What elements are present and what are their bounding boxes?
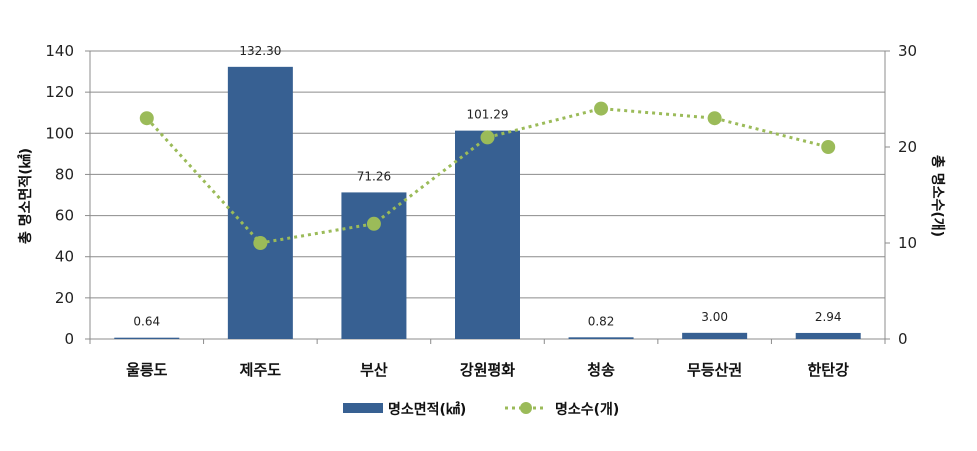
legend-line-marker: [520, 402, 532, 414]
y2-tick-label: 10: [898, 234, 917, 252]
bar-data-label: 101.29: [467, 108, 509, 122]
y2-tick-label: 20: [898, 138, 917, 156]
line-point: [480, 130, 495, 145]
y-tick-label: 80: [55, 165, 74, 183]
line-point: [821, 140, 836, 154]
y2-axis-title: 총 명소수(개): [929, 155, 946, 237]
axes: 0 20 40 60 80 100 120 140 0 10 20 30 울릉도 제주도 부산 강원평화 청송 무…: [45, 42, 917, 379]
bar: [795, 332, 861, 339]
y2-tick-label: 0: [898, 330, 908, 348]
bar: [341, 192, 407, 339]
line-point: [707, 111, 722, 126]
y-tick-label: 100: [45, 124, 74, 142]
y-axis-title: 총 명소면적(㎢): [17, 148, 34, 244]
bar: [114, 337, 180, 339]
y-tick-label: 120: [45, 83, 74, 101]
line-point: [366, 216, 381, 231]
bar-data-label: 132.30: [239, 44, 281, 58]
bar-data-label: 0.82: [588, 314, 615, 328]
line-point: [139, 111, 154, 126]
bar: [227, 66, 293, 339]
legend-bar-label: 명소면적(㎢): [388, 401, 466, 418]
bars: 0.64 132.30 71.26 101.29 0.82 3.00 2.94: [114, 44, 861, 339]
x-category-label: 제주도: [240, 361, 282, 379]
x-category-label: 무등산권: [687, 361, 742, 379]
bar-data-label: 2.94: [815, 310, 842, 324]
y-tick-label: 0: [64, 330, 74, 348]
bar: [455, 130, 520, 339]
y2-tick-label: 30: [898, 42, 917, 60]
x-category-label: 청송: [587, 361, 615, 379]
legend-line-label: 명소수(개): [555, 401, 619, 418]
bar: [568, 337, 634, 339]
line-point: [594, 101, 609, 116]
x-category-label: 한탄강: [808, 361, 850, 379]
y-tick-label: 60: [55, 207, 74, 225]
line-point: [253, 236, 268, 250]
bar: [682, 332, 748, 339]
x-category-label: 부산: [360, 361, 388, 379]
y-tick-label: 20: [55, 289, 74, 307]
legend: 명소면적(㎢) 명소수(개): [343, 401, 619, 418]
x-category-label: 울릉도: [126, 361, 168, 379]
bar-data-label: 71.26: [357, 169, 391, 183]
line-series: [139, 101, 836, 250]
x-category-label: 강원평화: [460, 361, 515, 379]
y-tick-label: 40: [55, 248, 74, 266]
bar-data-label: 3.00: [701, 310, 728, 324]
y-tick-label: 140: [45, 42, 74, 60]
legend-bar-swatch: [343, 403, 383, 413]
bar-data-label: 0.64: [133, 315, 160, 329]
